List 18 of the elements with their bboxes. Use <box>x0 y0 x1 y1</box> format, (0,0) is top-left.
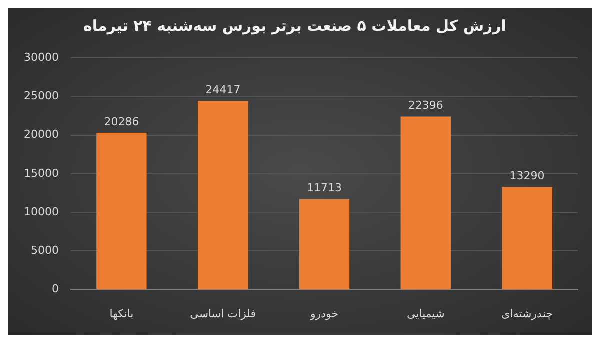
x-tick-label: چندرشته‌ای <box>502 307 553 320</box>
x-tick-label: بانکها <box>110 307 134 320</box>
y-tick-label: 5000 <box>30 244 59 258</box>
y-tick-label: 10000 <box>24 205 59 218</box>
x-tick-label: شیمیایی <box>407 307 445 320</box>
x-tick-label: خودرو <box>309 307 339 320</box>
data-label: 13290 <box>510 169 545 182</box>
data-label: 11713 <box>306 182 342 195</box>
y-tick-label: 25000 <box>24 89 59 102</box>
y-tick-label: 20000 <box>24 128 59 142</box>
data-label: 22396 <box>408 99 444 112</box>
data-label: 20286 <box>104 115 140 128</box>
chart-title: ارزش کل معاملات ۵ صنعت برتر بورس سه‌شنبه ۲۴ تیرماه <box>84 16 506 35</box>
y-tick-label: 0 <box>52 282 59 296</box>
y-tick-label: 30000 <box>24 50 59 64</box>
x-tick-label: فلزات اساسی <box>190 307 256 320</box>
data-label: 24417 <box>206 83 241 96</box>
y-tick-label: 15000 <box>24 166 59 180</box>
